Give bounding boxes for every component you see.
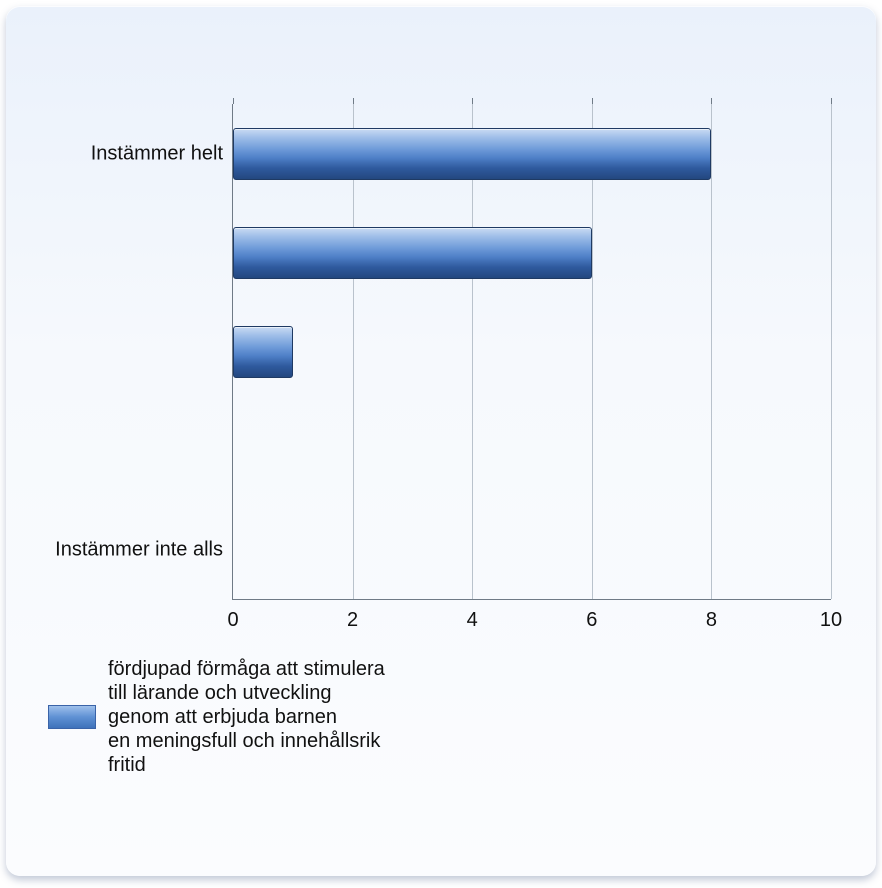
legend-text: fördjupad förmåga att stimulera till lär… bbox=[108, 657, 385, 777]
bar bbox=[233, 128, 711, 180]
tick bbox=[353, 98, 354, 104]
x-axis-label: 10 bbox=[820, 609, 842, 632]
gridline bbox=[711, 104, 712, 599]
legend-swatch bbox=[48, 705, 96, 729]
tick bbox=[233, 98, 234, 104]
plot-area: 0246810Instämmer heltInstämmer inte alls bbox=[232, 104, 831, 600]
tick bbox=[472, 98, 473, 104]
gridline bbox=[831, 104, 832, 599]
x-axis-label: 0 bbox=[227, 609, 238, 632]
tick bbox=[711, 98, 712, 104]
y-axis-label: Instämmer inte alls bbox=[55, 538, 233, 561]
bar bbox=[233, 326, 293, 378]
chart-card: 0246810Instämmer heltInstämmer inte alls… bbox=[6, 6, 876, 876]
tick bbox=[831, 98, 832, 104]
bar bbox=[233, 227, 592, 279]
y-axis-label: Instämmer helt bbox=[91, 142, 233, 165]
legend: fördjupad förmåga att stimulera till lär… bbox=[48, 657, 385, 777]
x-axis-label: 2 bbox=[347, 609, 358, 632]
x-axis-label: 8 bbox=[706, 609, 717, 632]
x-axis-label: 6 bbox=[586, 609, 597, 632]
tick bbox=[592, 98, 593, 104]
x-axis-label: 4 bbox=[467, 609, 478, 632]
